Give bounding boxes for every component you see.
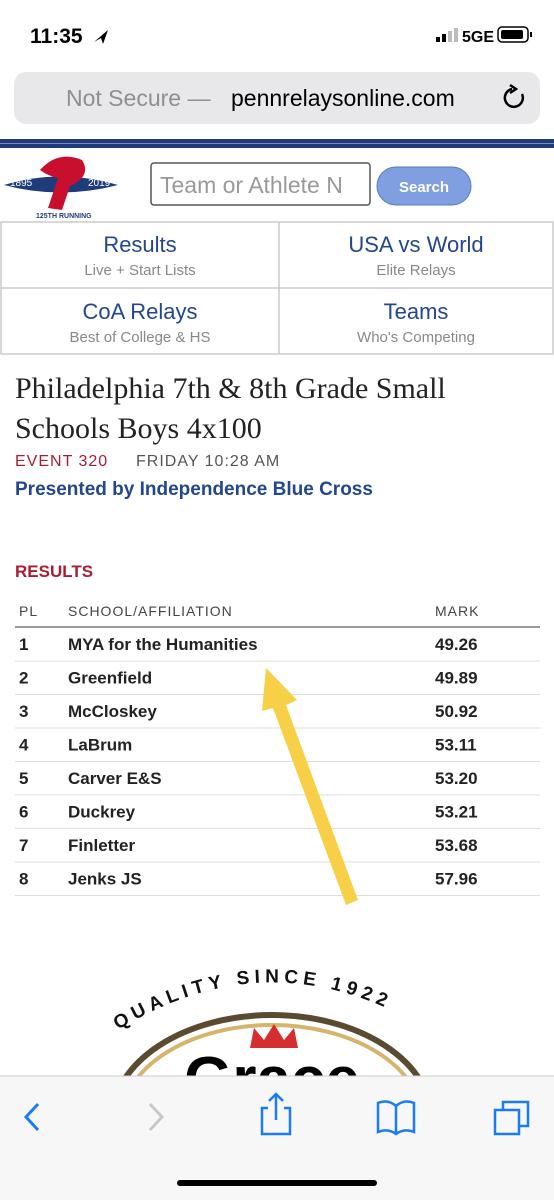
nav-title: Teams bbox=[384, 299, 449, 324]
nav-title: USA vs World bbox=[348, 232, 483, 257]
back-button[interactable] bbox=[23, 1102, 40, 1132]
search-input[interactable] bbox=[150, 162, 371, 206]
place: 1 bbox=[19, 635, 28, 654]
nav-subtitle: Who's Competing bbox=[357, 329, 475, 346]
nav-item[interactable]: USA vs World Elite Relays bbox=[348, 232, 483, 279]
place: 3 bbox=[19, 702, 28, 721]
result-row: 3 McCloskey 50.92 bbox=[15, 702, 540, 729]
event-title: Schools Boys 4x100 bbox=[15, 412, 262, 445]
place: 8 bbox=[19, 870, 28, 889]
nav-subtitle: Live + Start Lists bbox=[84, 262, 195, 279]
results-heading: RESULTS bbox=[15, 562, 93, 581]
nav-grid bbox=[0, 221, 554, 355]
logo-year-end: 2019 bbox=[88, 178, 111, 189]
mark: 53.11 bbox=[435, 736, 477, 755]
header-stripe-line bbox=[0, 143, 554, 144]
search-button[interactable] bbox=[376, 166, 472, 206]
school[interactable]: MYA for the Humanities bbox=[68, 635, 258, 654]
home-indicator bbox=[177, 1180, 377, 1186]
nav-item[interactable]: Results Live + Start Lists bbox=[84, 232, 195, 279]
result-row: 7 Finletter 53.68 bbox=[15, 836, 540, 863]
mark: 49.26 bbox=[435, 635, 478, 654]
reload-icon[interactable] bbox=[503, 83, 525, 109]
logo[interactable]: 1895 2019 125TH RUNNING bbox=[4, 156, 118, 220]
result-row: 4 LaBrum 53.11 bbox=[15, 736, 540, 762]
nav-subtitle: Elite Relays bbox=[376, 262, 455, 279]
forward-button[interactable] bbox=[148, 1102, 165, 1132]
mark: 49.89 bbox=[435, 669, 478, 688]
school[interactable]: LaBrum bbox=[68, 736, 132, 755]
nav-title: Results bbox=[103, 232, 176, 257]
location-icon bbox=[94, 30, 108, 44]
url: pennrelaysonline.com bbox=[231, 85, 455, 111]
result-row: 2 Greenfield 49.89 bbox=[15, 669, 540, 695]
nav-subtitle: Best of College & HS bbox=[70, 329, 211, 346]
school[interactable]: Jenks JS bbox=[68, 870, 142, 889]
event-title: Philadelphia 7th & 8th Grade Small bbox=[15, 372, 446, 405]
result-row: 6 Duckrey 53.21 bbox=[15, 803, 540, 829]
place: 5 bbox=[19, 769, 28, 788]
address-bar[interactable] bbox=[14, 72, 540, 124]
sponsor[interactable]: Presented by Independence Blue Cross bbox=[15, 479, 373, 500]
mark: 53.68 bbox=[435, 836, 478, 855]
tabs-button[interactable] bbox=[493, 1100, 530, 1136]
school[interactable]: Finletter bbox=[68, 836, 135, 855]
search-placeholder: Team or Athlete N bbox=[160, 172, 343, 198]
signal-icon bbox=[436, 28, 458, 42]
search-button-label: Search bbox=[399, 179, 449, 196]
result-row: 1 MYA for the Humanities 49.26 bbox=[15, 635, 540, 662]
logo-caption: 125TH RUNNING bbox=[36, 213, 92, 220]
bookmarks-button[interactable] bbox=[376, 1100, 416, 1136]
event-time: FRIDAY 10:28 AM bbox=[136, 453, 280, 470]
nav-item[interactable]: CoA Relays Best of College & HS bbox=[70, 299, 211, 346]
school[interactable]: Carver E&S bbox=[68, 769, 162, 788]
logo-year-start: 1895 bbox=[10, 178, 33, 189]
mark: 53.20 bbox=[435, 769, 478, 788]
column-header: MARK bbox=[435, 603, 479, 619]
nav-title: CoA Relays bbox=[83, 299, 198, 324]
place: 2 bbox=[19, 669, 28, 688]
place: 6 bbox=[19, 803, 28, 822]
place: 4 bbox=[19, 736, 29, 755]
security-label: Not Secure — bbox=[66, 85, 210, 111]
nav-item[interactable]: Teams Who's Competing bbox=[357, 299, 475, 346]
mark: 50.92 bbox=[435, 702, 478, 721]
school[interactable]: Duckrey bbox=[68, 803, 136, 822]
result-row: 5 Carver E&S 53.20 bbox=[15, 769, 540, 796]
event-number: EVENT 320 bbox=[15, 453, 108, 470]
column-header: SCHOOL/AFFILIATION bbox=[68, 603, 233, 619]
arrow-annotation bbox=[262, 668, 358, 905]
mark: 53.21 bbox=[435, 803, 478, 822]
column-header: PL bbox=[19, 603, 38, 619]
status-time: 11:35 bbox=[30, 25, 83, 48]
network: 5GE bbox=[462, 29, 494, 46]
share-button[interactable] bbox=[260, 1092, 292, 1136]
result-row: 8 Jenks JS 57.96 bbox=[15, 870, 540, 896]
place: 7 bbox=[19, 836, 28, 855]
battery-icon bbox=[497, 26, 532, 43]
mark: 57.96 bbox=[435, 870, 478, 889]
school[interactable]: Greenfield bbox=[68, 669, 152, 688]
school[interactable]: McCloskey bbox=[68, 702, 157, 721]
